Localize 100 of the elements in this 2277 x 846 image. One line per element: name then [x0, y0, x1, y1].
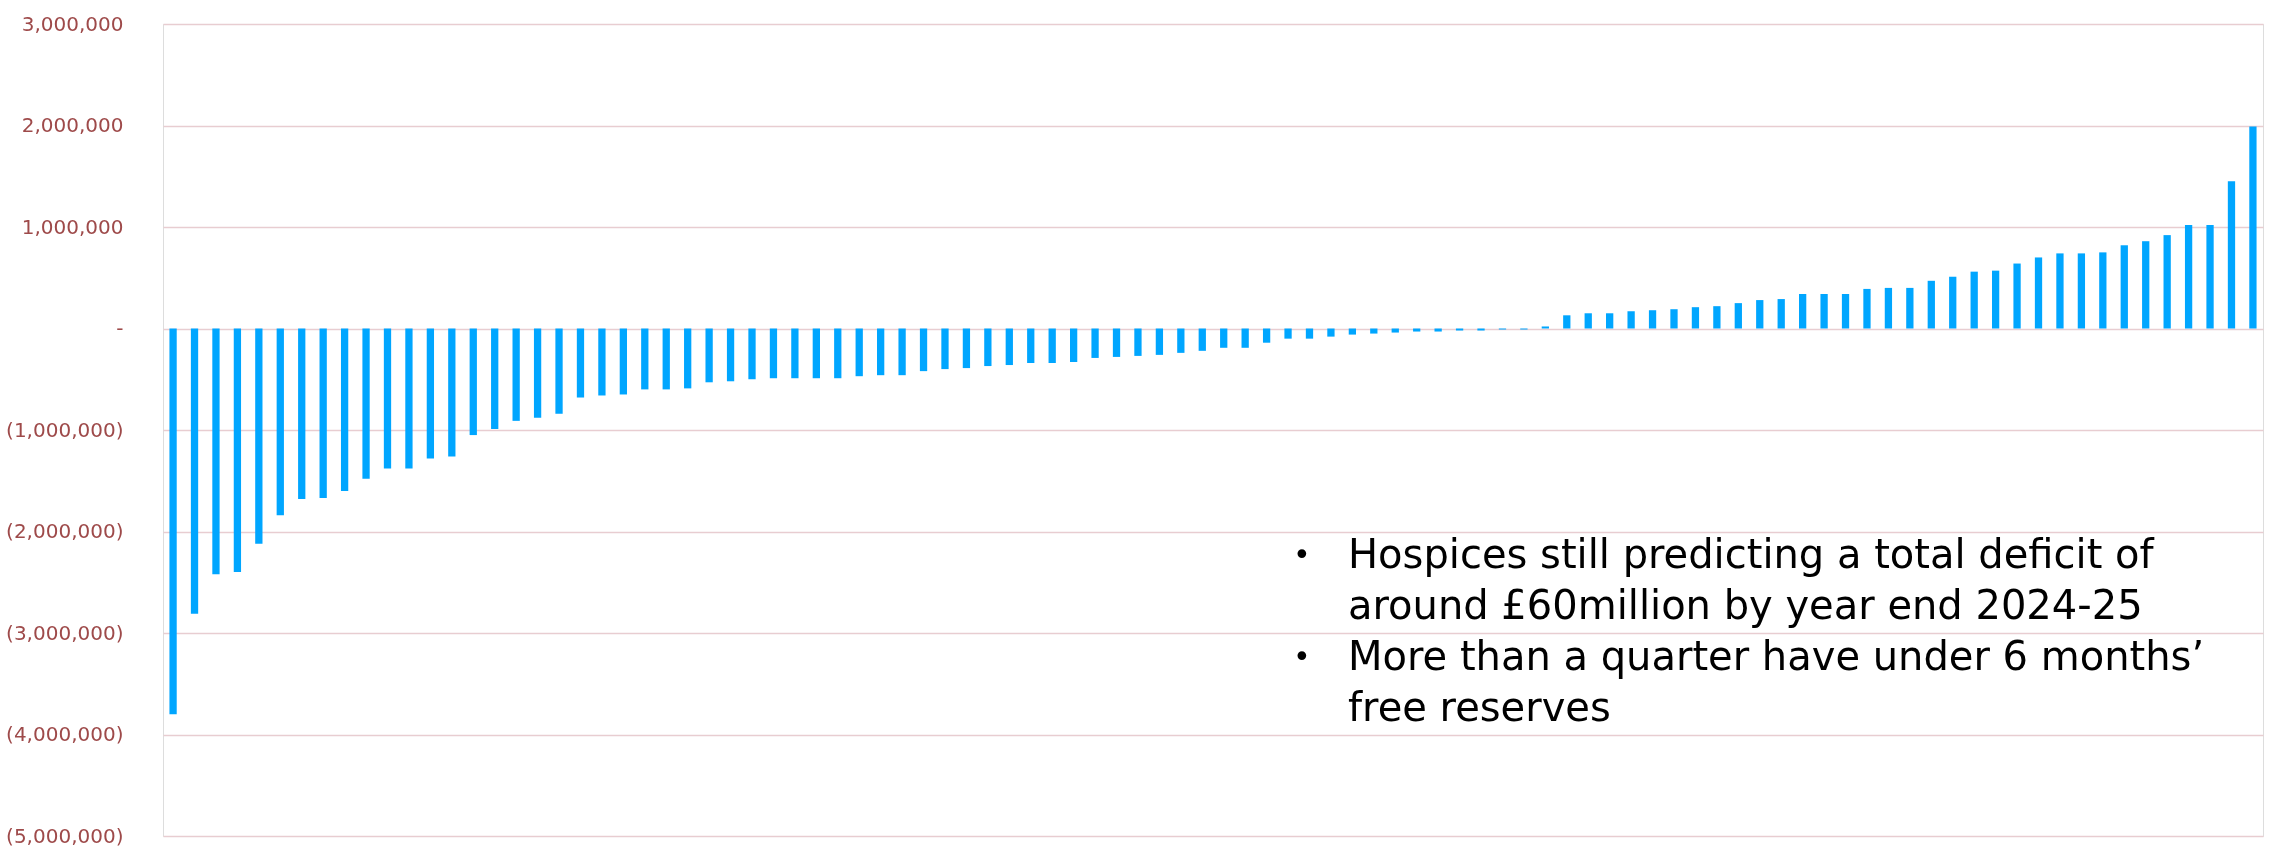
- bar: [2142, 241, 2150, 329]
- bar: [877, 328, 885, 376]
- bar: [405, 328, 413, 469]
- bar: [1884, 287, 1893, 329]
- bar: [1091, 328, 1099, 358]
- bar: [919, 328, 928, 372]
- bar: [2099, 252, 2107, 329]
- bar: [1262, 328, 1271, 343]
- bar: [1155, 328, 1164, 355]
- bar: [576, 328, 585, 398]
- bar: [362, 328, 370, 479]
- bar: [1413, 328, 1421, 332]
- bar: [1734, 303, 1742, 329]
- bar: [1305, 328, 1314, 339]
- bar: [1648, 310, 1657, 329]
- bar: [1541, 326, 1549, 329]
- bar: [1048, 328, 1056, 364]
- bar: [1799, 293, 1807, 329]
- bar: [491, 328, 499, 429]
- bar: [898, 328, 906, 376]
- y-tick-label: (5,000,000): [6, 823, 124, 846]
- bar: [769, 328, 778, 379]
- bar: [2227, 181, 2236, 329]
- text: • Hospices still predicting a total deficit of around £60million by year end 2024-25: [1293, 530, 2154, 628]
- bar: [834, 328, 842, 379]
- bar: [533, 328, 542, 418]
- bar: [1327, 328, 1335, 337]
- bar: [169, 328, 177, 715]
- bar: [1949, 276, 1957, 329]
- bar: [512, 328, 520, 421]
- bar: [1756, 300, 1764, 329]
- bar: [1220, 328, 1228, 348]
- bar: [2077, 253, 2086, 329]
- bar: [1069, 328, 1078, 362]
- bar: [1713, 306, 1721, 329]
- bar: [2013, 263, 2021, 329]
- bar: [855, 328, 863, 377]
- bar: [1670, 309, 1678, 329]
- bar: [619, 328, 627, 395]
- bar: [340, 328, 349, 491]
- bar: [941, 328, 949, 370]
- bar: [1691, 307, 1700, 329]
- bar: [1606, 313, 1614, 329]
- bar: [1906, 287, 1914, 329]
- bar: [1434, 328, 1442, 332]
- bar: [426, 328, 435, 459]
- bar: [1563, 315, 1571, 329]
- bar: [962, 328, 971, 369]
- bar: [1584, 313, 1592, 329]
- y-tick-label: (2,000,000): [6, 519, 124, 543]
- bar: [662, 328, 670, 390]
- bar: [233, 328, 242, 573]
- bar: [2163, 235, 2171, 329]
- bar: [1284, 328, 1292, 339]
- bar: [1991, 270, 2000, 329]
- bar: [1455, 328, 1464, 331]
- bar: [1112, 328, 1121, 357]
- bar: [255, 328, 263, 544]
- bar: [1177, 328, 1185, 353]
- y-tick-label: 3,000,000: [21, 11, 124, 36]
- bar: [1391, 328, 1399, 333]
- bar: [383, 328, 392, 469]
- bar: [1970, 271, 1978, 329]
- y-tick-label: 1,000,000: [21, 214, 124, 239]
- bar: [1198, 328, 1206, 351]
- bar: [1134, 328, 1142, 356]
- bar: [812, 328, 820, 379]
- y-tick-label: (4,000,000): [6, 722, 124, 746]
- bar: [1348, 328, 1357, 335]
- y-tick-label: (1,000,000): [6, 417, 124, 442]
- bar: [748, 328, 756, 380]
- bar: [2206, 224, 2214, 329]
- bar: [726, 328, 735, 382]
- y-tick-label: (3,000,000): [6, 620, 124, 645]
- bar: [2249, 126, 2257, 329]
- bar: [1627, 311, 1635, 329]
- bar: [1927, 280, 1935, 329]
- bar: [1863, 288, 1871, 329]
- bar: [1370, 328, 1378, 334]
- y-tick-label: -: [116, 316, 124, 340]
- bar: [298, 328, 306, 500]
- bar: [705, 328, 713, 383]
- bar: [1477, 328, 1485, 331]
- bar: [555, 328, 563, 414]
- bar: [598, 328, 606, 396]
- bar: [2056, 253, 2064, 329]
- bar: [684, 328, 692, 389]
- bar: [319, 328, 327, 499]
- bar: [791, 328, 799, 379]
- bar: [2184, 224, 2193, 329]
- bar: [641, 328, 649, 390]
- bar: [469, 328, 477, 436]
- bar: [212, 328, 220, 575]
- bar: [984, 328, 992, 367]
- bar: [190, 328, 199, 614]
- bar: [2120, 245, 2128, 329]
- bar: [1241, 328, 1249, 348]
- bar: [1005, 328, 1013, 366]
- text: • More than a quarter have under 6 months’ free reserves: [1293, 632, 2205, 730]
- bar: [276, 328, 284, 516]
